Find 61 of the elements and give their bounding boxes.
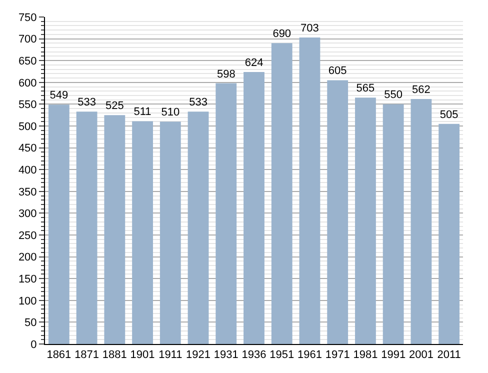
y-tick-label: 500 bbox=[18, 120, 37, 133]
x-tick-label: 1861 bbox=[46, 349, 72, 362]
x-tick-label: 1901 bbox=[130, 349, 155, 362]
bar bbox=[132, 121, 153, 344]
x-tick-label: 2001 bbox=[408, 349, 434, 362]
bar bbox=[160, 122, 181, 344]
bar bbox=[355, 98, 376, 344]
x-tick-label: 1971 bbox=[325, 349, 350, 362]
y-tick-label: 600 bbox=[18, 77, 37, 90]
y-tick-label: 200 bbox=[18, 252, 37, 264]
data-label: 550 bbox=[384, 89, 403, 102]
x-tick-label: 2011 bbox=[437, 349, 461, 362]
data-label: 605 bbox=[328, 65, 347, 78]
x-tick-label: 1991 bbox=[381, 349, 406, 362]
bar bbox=[382, 104, 404, 344]
data-label: 703 bbox=[300, 22, 319, 34]
y-tick-label: 400 bbox=[18, 164, 37, 176]
data-label: 533 bbox=[78, 96, 96, 109]
data-label: 505 bbox=[440, 108, 458, 121]
y-tick-label: 100 bbox=[18, 295, 37, 308]
y-tick-label: 350 bbox=[18, 186, 37, 198]
data-label: 549 bbox=[50, 90, 68, 102]
data-label: 510 bbox=[161, 106, 180, 119]
data-label: 533 bbox=[189, 96, 208, 109]
bar bbox=[410, 98, 432, 344]
y-tick-label: 0 bbox=[30, 338, 37, 351]
x-tick-label: 1951 bbox=[270, 349, 294, 362]
data-label: 525 bbox=[105, 100, 124, 112]
x-tick-label: 1911 bbox=[158, 349, 182, 362]
y-tick-label: 750 bbox=[18, 12, 37, 24]
bar bbox=[188, 112, 209, 344]
y-tick-label: 50 bbox=[24, 317, 37, 330]
x-tick-label: 1961 bbox=[297, 349, 322, 362]
data-label: 624 bbox=[244, 56, 264, 69]
bar bbox=[104, 115, 126, 344]
bar bbox=[48, 104, 70, 344]
bar bbox=[438, 124, 460, 344]
bar bbox=[271, 43, 292, 344]
data-label: 690 bbox=[272, 28, 292, 40]
bar bbox=[244, 72, 264, 344]
y-tick-label: 450 bbox=[18, 142, 37, 155]
y-tick-label: 300 bbox=[18, 208, 37, 220]
y-tick-label: 700 bbox=[18, 34, 37, 46]
y-tick-label: 550 bbox=[18, 99, 37, 112]
bar bbox=[216, 83, 237, 344]
data-label: 598 bbox=[216, 68, 236, 80]
bar bbox=[76, 112, 98, 344]
data-label: 562 bbox=[412, 84, 430, 96]
x-tick-label: 1871 bbox=[74, 349, 100, 362]
data-label: 565 bbox=[356, 82, 375, 95]
x-tick-label: 1881 bbox=[102, 349, 127, 362]
y-tick-label: 250 bbox=[18, 230, 37, 242]
y-tick-label: 650 bbox=[18, 55, 37, 68]
x-tick-label: 1931 bbox=[214, 349, 238, 362]
x-tick-label: 1921 bbox=[186, 349, 211, 362]
x-tick-label: 1936 bbox=[242, 349, 266, 362]
bar bbox=[327, 80, 348, 344]
bar bbox=[299, 37, 320, 344]
data-label: 511 bbox=[134, 106, 152, 118]
x-tick-label: 1981 bbox=[353, 349, 378, 362]
y-tick-label: 150 bbox=[18, 273, 37, 286]
